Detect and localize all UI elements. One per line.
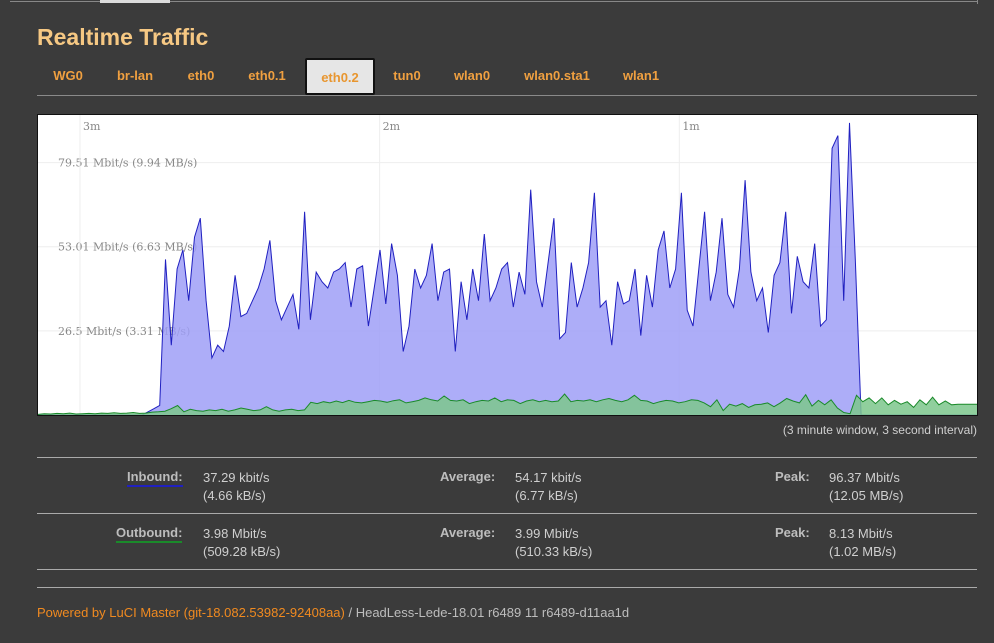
inbound-stats-row: Inbound: 37.29 kbit/s (4.66 kB/s) Averag… — [37, 457, 977, 513]
outbound-average: 3.99 Mbit/s (510.33 kB/s) — [515, 525, 592, 561]
outbound-current: 3.98 Mbit/s (509.28 kB/s) — [203, 525, 280, 561]
tab-br-lan[interactable]: br-lan — [116, 68, 154, 83]
outbound-current-bytes: (509.28 kB/s) — [203, 544, 281, 559]
footer-divider — [37, 587, 977, 588]
traffic-chart-svg: 79.51 Mbit/s (9.94 MB/s) 53.01 Mbit/s (6.… — [38, 115, 977, 415]
y-tick-label: 79.51 Mbit/s (9.94 MB/s) — [58, 157, 197, 170]
outbound-peak-bytes: (1.02 MB/s) — [829, 544, 897, 559]
outbound-average-bytes: (510.33 kB/s) — [515, 544, 593, 559]
inbound-current-rate: 37.29 kbit/s — [203, 470, 270, 485]
footer-version: / HeadLess-Lede-18.01 r6489 11 r6489-d11… — [344, 605, 630, 620]
traffic-graph: 79.51 Mbit/s (9.94 MB/s) 53.01 Mbit/s (6.… — [37, 114, 978, 416]
x-tick-label: 1m — [682, 120, 700, 133]
inbound-series-line — [38, 122, 977, 415]
inbound-peak-label: Peak: — [775, 469, 810, 484]
interface-tabs: WG0 br-lan eth0 eth0.1 eth0.2 tun0 wlan0… — [37, 58, 977, 96]
tab-tun0[interactable]: tun0 — [393, 68, 421, 83]
inbound-average-rate: 54.17 kbit/s — [515, 470, 582, 485]
inbound-current: 37.29 kbit/s (4.66 kB/s) — [203, 469, 270, 505]
page-title: Realtime Traffic — [37, 24, 209, 50]
outbound-peak-rate: 8.13 Mbit/s — [829, 526, 893, 541]
outbound-series-area — [38, 394, 977, 415]
inbound-series-area — [38, 122, 977, 415]
traffic-stats: Inbound: 37.29 kbit/s (4.66 kB/s) Averag… — [37, 457, 977, 570]
tab-wlan0[interactable]: wlan0 — [453, 68, 491, 83]
inbound-peak: 96.37 Mbit/s (12.05 MB/s) — [829, 469, 903, 505]
inbound-average-bytes: (6.77 kB/s) — [515, 488, 578, 503]
y-tick-label: 26.5 Mbit/s (3.31 MB/s) — [58, 325, 190, 338]
top-menu-rule — [0, 0, 994, 4]
inbound-peak-bytes: (12.05 MB/s) — [829, 488, 904, 503]
outbound-peak: 8.13 Mbit/s (1.02 MB/s) — [829, 525, 896, 561]
footer: Powered by LuCI Master (git-18.082.53982… — [37, 605, 629, 620]
outbound-peak-label: Peak: — [775, 525, 810, 540]
outbound-average-label: Average: — [440, 525, 496, 540]
tab-wlan0-sta1[interactable]: wlan0.sta1 — [524, 68, 590, 83]
inbound-peak-rate: 96.37 Mbit/s — [829, 470, 900, 485]
tab-wlan1[interactable]: wlan1 — [622, 68, 660, 83]
tab-eth0[interactable]: eth0 — [187, 68, 215, 83]
outbound-stats-row: Outbound: 3.98 Mbit/s (509.28 kB/s) Aver… — [37, 513, 977, 570]
graph-caption: (3 minute window, 3 second interval) — [782, 423, 977, 437]
outbound-average-rate: 3.99 Mbit/s — [515, 526, 579, 541]
inbound-average: 54.17 kbit/s (6.77 kB/s) — [515, 469, 582, 505]
inbound-current-bytes: (4.66 kB/s) — [203, 488, 266, 503]
inbound-label: Inbound: — [127, 469, 183, 487]
outbound-label: Outbound: — [116, 525, 183, 543]
tab-eth0-2[interactable]: eth0.2 — [305, 58, 375, 95]
tab-eth0-1[interactable]: eth0.1 — [248, 68, 286, 83]
inbound-average-label: Average: — [440, 469, 496, 484]
luci-link[interactable]: Powered by LuCI Master (git-18.082.53982… — [37, 605, 345, 620]
y-tick-label: 53.01 Mbit/s (6.63 MB/s) — [58, 241, 197, 254]
x-tick-label: 2m — [383, 120, 401, 133]
x-tick-label: 3m — [83, 120, 101, 133]
outbound-current-rate: 3.98 Mbit/s — [203, 526, 267, 541]
tab-wg0[interactable]: WG0 — [53, 68, 83, 83]
outbound-series-line — [38, 393, 977, 415]
